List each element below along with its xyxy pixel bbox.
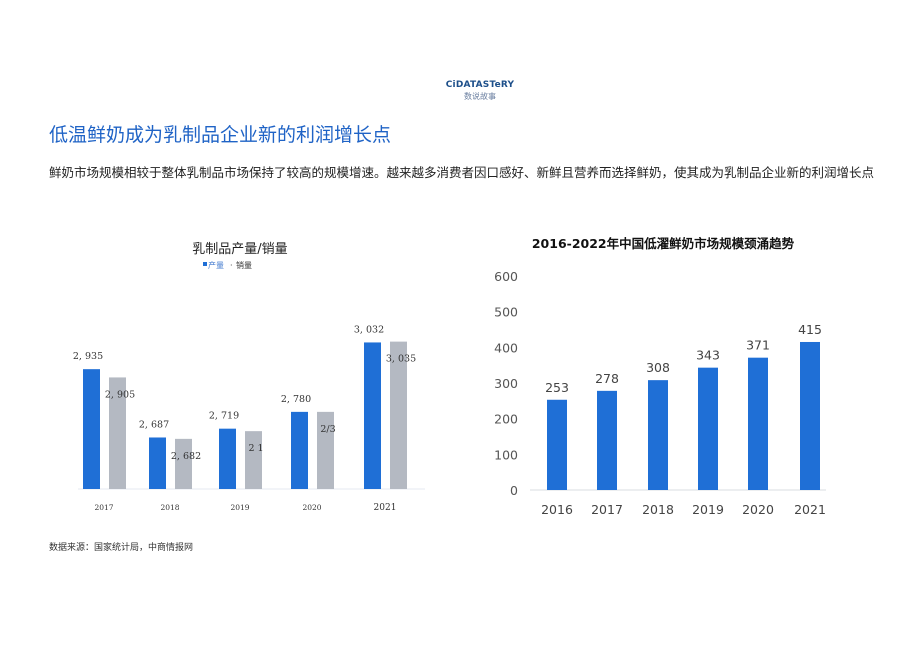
bar-production-2019	[219, 428, 236, 489]
bar-sales-2017	[109, 377, 126, 489]
legend-production: 产量	[208, 260, 224, 270]
bar-sales-2019	[245, 431, 262, 489]
chart2-title: 2016-2022年中国低濯鲜奶市场规模颈涌趋势	[532, 236, 795, 251]
legend-sep: ·	[230, 261, 233, 270]
bar-sales-2021	[390, 341, 407, 489]
data-label-sales-2017: 2, 905	[105, 389, 135, 400]
logo-subtext: 数说故事	[464, 92, 496, 101]
data-label-production-2021: 3, 032	[354, 324, 384, 335]
data-label-sales-2021: 3, 035	[386, 354, 416, 365]
x-tick-2020: 2020	[742, 502, 774, 517]
data-label-2019: 343	[696, 348, 720, 363]
x-tick-2018: 2018	[642, 502, 674, 517]
intro-paragraph: 鲜奶市场规模相较于整体乳制品市场保持了较高的规模增速。越来越多消费者因口感好、新…	[49, 165, 875, 180]
bar-2019	[698, 367, 718, 490]
y-tick-0: 0	[510, 483, 518, 498]
data-label-2021: 415	[798, 322, 822, 337]
bar-production-2017	[83, 369, 100, 489]
data-label-sales-2018: 2, 682	[171, 451, 201, 462]
bar-production-2018	[149, 437, 166, 489]
y-tick-500: 500	[494, 305, 518, 320]
x-tick-2021: 2021	[374, 503, 397, 513]
x-tick-2017: 2017	[591, 502, 623, 517]
bar-sales-2018	[175, 438, 192, 489]
x-tick-2018: 2018	[160, 503, 179, 512]
y-tick-200: 200	[494, 412, 518, 427]
data-label-2017: 278	[595, 371, 619, 386]
y-tick-300: 300	[494, 376, 518, 391]
bar-2021	[800, 341, 820, 490]
data-label-production-2017: 2, 935	[73, 351, 103, 362]
legend-sales: 销量	[236, 260, 252, 270]
page-title: 低温鲜奶成为乳制品企业新的利润增长点	[49, 124, 392, 146]
x-tick-2017: 2017	[94, 503, 113, 512]
fresh-milk-market-chart: 2016-2022年中国低濯鲜奶市场规模颈涌趋势 0 100 200 300 400 50…	[494, 236, 826, 517]
logo-text: CiDATASTeRY	[445, 80, 515, 90]
legend-swatch-production	[203, 262, 207, 266]
bar-2018	[648, 380, 668, 490]
y-tick-400: 400	[494, 340, 518, 355]
data-label-production-2019: 2, 719	[209, 411, 239, 422]
x-tick-2019: 2019	[692, 502, 724, 517]
bar-2017	[597, 390, 617, 490]
x-tick-2020: 2020	[302, 503, 321, 512]
y-tick-600: 600	[494, 269, 518, 284]
bar-sales-2020	[317, 411, 334, 489]
chart1-title: 乳制品产量/销量	[192, 242, 287, 257]
x-tick-2019: 2019	[230, 503, 249, 512]
data-label-production-2020: 2, 780	[281, 394, 311, 405]
bar-production-2020	[291, 411, 308, 489]
data-label-production-2018: 2, 687	[139, 419, 169, 430]
data-label-2020: 371	[746, 338, 770, 353]
logo: CiDATASTeRY 数说故事	[430, 80, 530, 102]
x-tick-2021: 2021	[794, 502, 826, 517]
chart1-legend: 产量 · 销量	[203, 260, 252, 270]
dairy-production-sales-chart: 乳制品产量/销量 产量 · 销量 2, 935 2, 905 2017 2, 687 2…	[73, 242, 425, 513]
data-source: 数据来源：国家统计局，中商情报网	[49, 543, 194, 553]
y-tick-100: 100	[494, 447, 518, 462]
data-label-sales-2019: 2 1	[248, 443, 263, 454]
bar-2016	[547, 399, 567, 490]
bar-production-2021	[364, 342, 381, 489]
data-label-2016: 253	[545, 380, 569, 395]
data-label-sales-2020: 2/3	[320, 424, 335, 435]
x-tick-2016: 2016	[541, 502, 573, 517]
data-label-2018: 308	[646, 360, 670, 375]
bar-2020	[748, 357, 768, 490]
